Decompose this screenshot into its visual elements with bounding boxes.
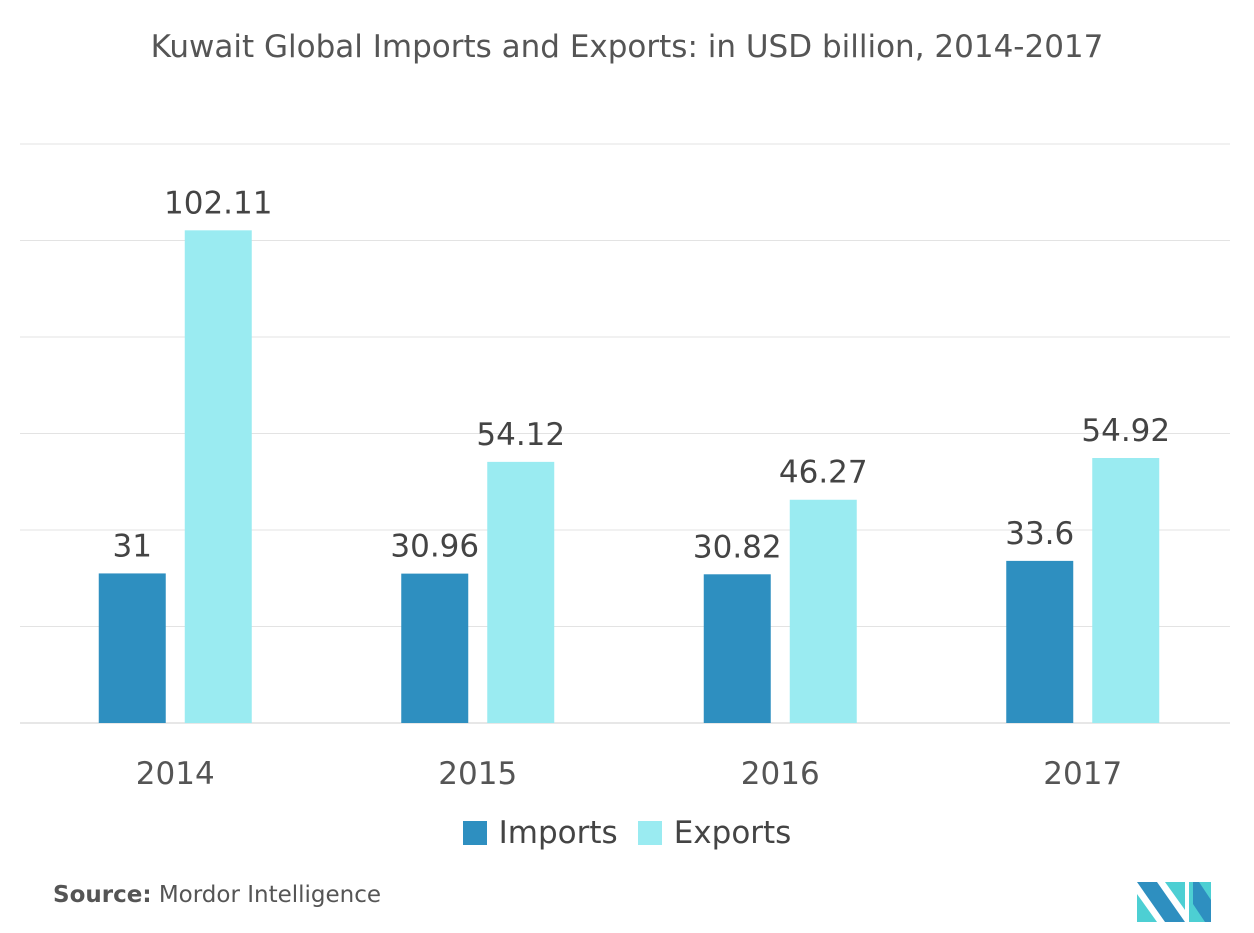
bar-exports bbox=[487, 461, 555, 723]
bar-exports bbox=[184, 230, 252, 723]
mordor-logo bbox=[1137, 882, 1211, 922]
data-label: 33.6 bbox=[1005, 516, 1074, 552]
bar-exports bbox=[1092, 458, 1160, 723]
bar-imports bbox=[98, 573, 166, 723]
data-label: 30.96 bbox=[390, 529, 479, 565]
logo-shape bbox=[1193, 882, 1211, 922]
source-text: Mordor Intelligence bbox=[158, 882, 382, 908]
legend-item-exports: Exports bbox=[637, 815, 792, 851]
x-tick-label: 2014 bbox=[136, 756, 215, 792]
bar-imports bbox=[1006, 560, 1074, 723]
logo-shape bbox=[1137, 882, 1185, 922]
legend-swatch-exports bbox=[637, 821, 662, 845]
data-label: 31 bbox=[113, 528, 152, 564]
logo-shape bbox=[1137, 894, 1157, 922]
legend-item-imports: Imports bbox=[462, 815, 618, 851]
legend-label-exports: Exports bbox=[673, 815, 792, 851]
data-label: 54.92 bbox=[1081, 413, 1170, 449]
x-tick-label: 2015 bbox=[438, 756, 517, 792]
data-label: 54.12 bbox=[476, 417, 565, 453]
source-note: Source: Mordor Intelligence bbox=[53, 882, 381, 908]
legend-swatch-imports bbox=[462, 821, 487, 845]
x-tick-label: 2016 bbox=[741, 756, 820, 792]
data-label: 46.27 bbox=[779, 455, 868, 491]
bar-exports bbox=[789, 499, 857, 723]
logo-shape bbox=[1165, 882, 1185, 910]
data-label: 102.11 bbox=[164, 185, 272, 221]
bar-imports bbox=[401, 573, 469, 723]
legend-label-imports: Imports bbox=[498, 815, 618, 851]
data-label: 30.82 bbox=[693, 529, 782, 565]
legend: Imports Exports bbox=[0, 815, 1254, 851]
source-label: Source: bbox=[53, 882, 152, 908]
bar-imports bbox=[703, 574, 771, 723]
chart-title: Kuwait Global Imports and Exports: in US… bbox=[150, 29, 1104, 65]
x-tick-label: 2017 bbox=[1043, 756, 1122, 792]
